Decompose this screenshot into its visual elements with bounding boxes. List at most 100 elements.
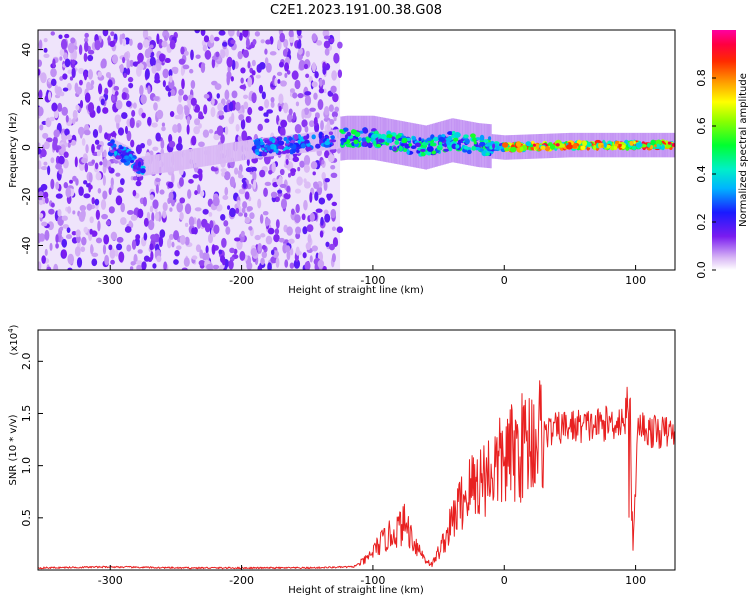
spectrogram-cell (240, 77, 244, 84)
spectrogram-cell (191, 135, 197, 146)
spectrogram-cell (323, 35, 331, 40)
spectrogram-cell (158, 53, 166, 62)
spectrogram-cell (223, 171, 231, 181)
spectrogram-cell (52, 139, 58, 151)
spectrogram-cell (319, 131, 323, 136)
spectrogram-cell (87, 54, 94, 62)
spectrogram-cell (264, 118, 270, 123)
spectrogram-cell (124, 226, 132, 233)
spectrogram-cell (176, 104, 184, 115)
spectrogram-cell (654, 139, 662, 146)
spectrogram-cell (209, 34, 215, 44)
spectrogram-cell (162, 210, 167, 219)
spectrogram-cell (86, 183, 90, 188)
spectrogram-cell (408, 143, 412, 147)
spectrogram-cell (50, 67, 57, 78)
spectrogram-cell (184, 106, 190, 117)
spectrogram-cell (503, 148, 510, 152)
spectrogram-cell (168, 140, 176, 148)
spectrogram-cell (535, 143, 540, 150)
spectrogram-cell (100, 146, 104, 153)
spectrogram-cell (309, 212, 316, 222)
spectrogram-cell (438, 141, 443, 145)
spectrogram-cell (78, 44, 83, 55)
spectrogram-cell (102, 157, 108, 168)
spectrogram-cell (269, 137, 274, 142)
spectrogram-cell (83, 70, 88, 81)
spectrogram-cell (224, 89, 230, 101)
spectrogram-cell (83, 193, 91, 199)
spectrogram-cell (97, 71, 103, 78)
spectrogram-cell (188, 179, 194, 184)
spectrogram-cell (320, 120, 324, 131)
spectrogram-cell (278, 61, 284, 68)
spectrogram-cell (566, 144, 573, 150)
spectrogram-cell (311, 132, 314, 152)
spectrogram-cell (230, 39, 236, 45)
spectrogram-cell (278, 237, 285, 243)
spectrogram-cell (171, 66, 179, 73)
spectrogram-cell (104, 254, 110, 266)
spectrogram-cell (331, 253, 336, 263)
spectrogram-cell (303, 63, 309, 70)
spectrogram-cell (339, 129, 344, 133)
spectrogram-cell (220, 213, 226, 221)
spectrogram-cell (211, 167, 219, 172)
spectrogram-cell (265, 62, 272, 73)
spectrogram-cell (283, 38, 289, 48)
spectrogram-x-tick-label: -200 (229, 274, 254, 287)
spectrogram-cell (202, 44, 208, 52)
spectrogram-cell (182, 64, 190, 70)
spectrogram-cell (288, 36, 295, 43)
spectrogram-cell (502, 142, 509, 148)
spectrogram-cell (103, 149, 107, 158)
spectrogram-cell (224, 126, 229, 135)
spectrogram-cell (105, 71, 112, 79)
spectrogram-cell (268, 169, 273, 175)
spectrogram-cell (324, 213, 331, 223)
spectrogram-cell (280, 119, 288, 128)
spectrogram-cell (100, 60, 105, 69)
spectrogram-cell (80, 246, 86, 253)
spectrogram-cell (420, 148, 426, 152)
spectrogram-cell (137, 208, 144, 219)
spectrogram-cell (110, 31, 115, 37)
spectrogram-cell (646, 142, 651, 148)
spectrogram-cell (330, 164, 336, 170)
spectrogram-cell (44, 197, 49, 204)
spectrogram-cell (244, 140, 246, 161)
spectrogram-cell (91, 197, 95, 205)
spectrogram-cell (212, 196, 220, 207)
spectrogram-cell (96, 105, 101, 114)
spectrogram-cell (38, 39, 43, 51)
spectrogram-cell (247, 139, 249, 160)
spectrogram-cell (239, 251, 246, 261)
spectrogram-cell (122, 38, 127, 47)
spectrogram-cell (331, 201, 338, 207)
spectrogram-cell (40, 183, 48, 191)
spectrogram-cell (452, 137, 459, 142)
spectrogram-cell (240, 118, 246, 130)
spectrogram-cell (156, 255, 162, 263)
spectrogram-cell (184, 203, 192, 215)
spectrogram-cell (323, 88, 327, 94)
spectrogram-cell (162, 202, 168, 212)
spectrogram-cell (665, 143, 672, 149)
spectrogram-cell (242, 201, 248, 209)
spectrogram-cell (135, 165, 143, 171)
spectrogram-cell (344, 134, 348, 140)
spectrogram-cell (194, 104, 201, 113)
spectrogram-cell (247, 107, 253, 116)
spectrogram-cell (247, 76, 253, 88)
spectrogram-cell (172, 124, 178, 134)
spectrogram-cell (180, 66, 185, 77)
spectrogram-cell (269, 51, 277, 56)
spectrogram-cell (189, 68, 194, 74)
spectrogram-cell (117, 127, 125, 136)
spectrogram-cell (309, 107, 316, 112)
spectrogram-cell (323, 40, 331, 49)
spectrogram-cell (140, 142, 146, 149)
spectrogram-cell (261, 91, 266, 100)
spectrogram-cell (213, 36, 220, 42)
spectrogram-cell (313, 182, 320, 189)
